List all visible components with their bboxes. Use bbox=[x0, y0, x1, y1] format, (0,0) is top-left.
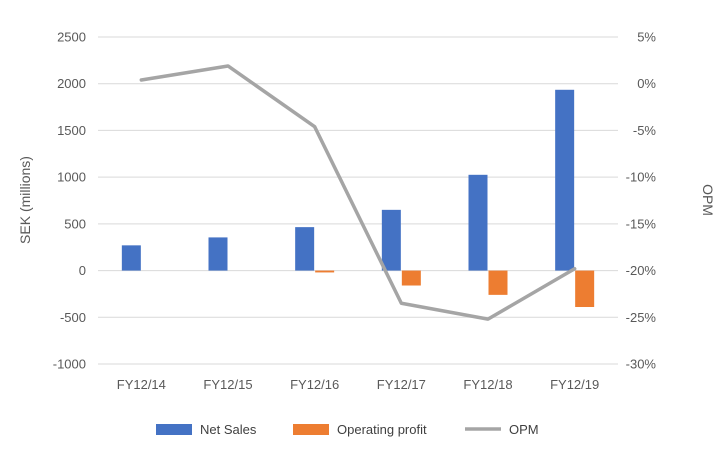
y2-tick-label: -10% bbox=[626, 170, 657, 185]
y2-tick-label: -25% bbox=[626, 310, 657, 325]
y2-tick-label: 0% bbox=[637, 76, 656, 91]
y2-tick-label: -15% bbox=[626, 216, 657, 231]
x-tick-label: FY12/15 bbox=[203, 377, 252, 392]
gridlines bbox=[98, 36, 618, 365]
x-tick-label: FY12/17 bbox=[377, 377, 426, 392]
legend-net-sales-label: Net Sales bbox=[200, 422, 257, 437]
operating-profit-bar bbox=[575, 270, 595, 308]
y-tick-label: 2000 bbox=[57, 76, 86, 91]
net-sales-bar bbox=[555, 89, 575, 271]
y2-axis-title: OPM bbox=[700, 184, 716, 216]
legend: Net Sales Operating profit OPM bbox=[156, 422, 539, 437]
y2-tick-label: -30% bbox=[626, 357, 657, 372]
legend-operating-profit-label: Operating profit bbox=[337, 422, 427, 437]
legend-opm: OPM bbox=[465, 422, 539, 437]
legend-operating-profit: Operating profit bbox=[293, 422, 427, 437]
net-sales-bar bbox=[121, 245, 141, 271]
y-tick-label: 500 bbox=[64, 216, 86, 231]
y-axis-ticks: 2500 2000 1500 1000 500 0 -500 -1000 bbox=[53, 30, 86, 372]
net-sales-bar bbox=[295, 227, 315, 271]
y2-tick-label: -5% bbox=[633, 123, 657, 138]
x-tick-label: FY12/18 bbox=[463, 377, 512, 392]
net-sales-bar bbox=[468, 174, 488, 271]
y-tick-label: -500 bbox=[60, 310, 86, 325]
y-tick-label: 0 bbox=[79, 263, 86, 278]
y-tick-label: 2500 bbox=[57, 30, 86, 45]
y-axis-title: SEK (millions) bbox=[17, 156, 33, 244]
y2-tick-label: 5% bbox=[637, 30, 656, 45]
y-tick-label: -1000 bbox=[53, 357, 86, 372]
legend-net-sales-swatch bbox=[156, 424, 192, 435]
opm-line-layer bbox=[139, 64, 577, 321]
x-tick-label: FY12/16 bbox=[290, 377, 339, 392]
legend-opm-label: OPM bbox=[509, 422, 539, 437]
x-tick-label: FY12/14 bbox=[117, 377, 166, 392]
legend-operating-profit-swatch bbox=[293, 424, 329, 435]
y2-axis-ticks: 5% 0% -5% -10% -15% -20% -25% -30% bbox=[626, 30, 657, 372]
opm-line bbox=[139, 64, 577, 321]
x-tick-label: FY12/19 bbox=[550, 377, 599, 392]
operating-profit-bar bbox=[401, 270, 421, 286]
operating-profit-bar bbox=[315, 270, 335, 273]
net-sales-bar bbox=[381, 209, 401, 271]
operating-profit-bar bbox=[488, 270, 508, 295]
y-tick-label: 1000 bbox=[57, 170, 86, 185]
x-axis-ticks: FY12/14 FY12/15 FY12/16 FY12/17 FY12/18 FY12/… bbox=[117, 377, 599, 392]
bars bbox=[121, 89, 595, 308]
net-sales-bar bbox=[208, 237, 228, 271]
y2-tick-label: -20% bbox=[626, 263, 657, 278]
legend-net-sales: Net Sales bbox=[156, 422, 257, 437]
y-tick-label: 1500 bbox=[57, 123, 86, 138]
